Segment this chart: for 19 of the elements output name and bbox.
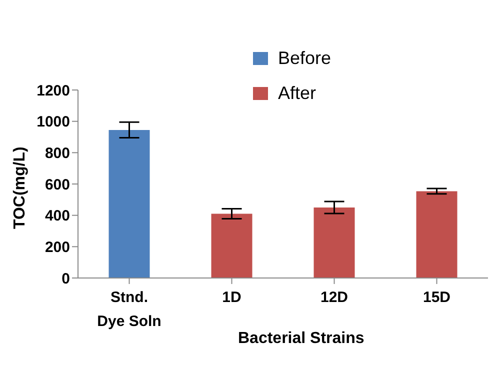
x-axis-title: Bacterial Strains xyxy=(238,330,364,348)
x-tick-label: Stnd. Dye Soln xyxy=(97,289,162,330)
y-tick-label: 0 xyxy=(62,270,70,288)
y-tick-label: 1200 xyxy=(36,82,70,100)
legend-label: After xyxy=(278,83,316,104)
bar xyxy=(211,214,252,278)
y-tick-label: 200 xyxy=(44,238,70,256)
bar xyxy=(314,208,355,278)
bar xyxy=(108,130,150,278)
y-axis-title: TOC(mg/L) xyxy=(12,146,29,229)
y-tick-label: 400 xyxy=(44,208,70,225)
x-tick-label: 15D xyxy=(422,289,451,306)
x-tick-label: 1D xyxy=(222,289,242,306)
y-tick-label: 1000 xyxy=(36,114,70,131)
x-tick-label: 12D xyxy=(320,289,348,306)
bar xyxy=(416,191,458,278)
legend-label: Before xyxy=(278,48,332,69)
y-tick-label: 800 xyxy=(44,144,70,162)
y-tick-label: 600 xyxy=(44,176,70,194)
